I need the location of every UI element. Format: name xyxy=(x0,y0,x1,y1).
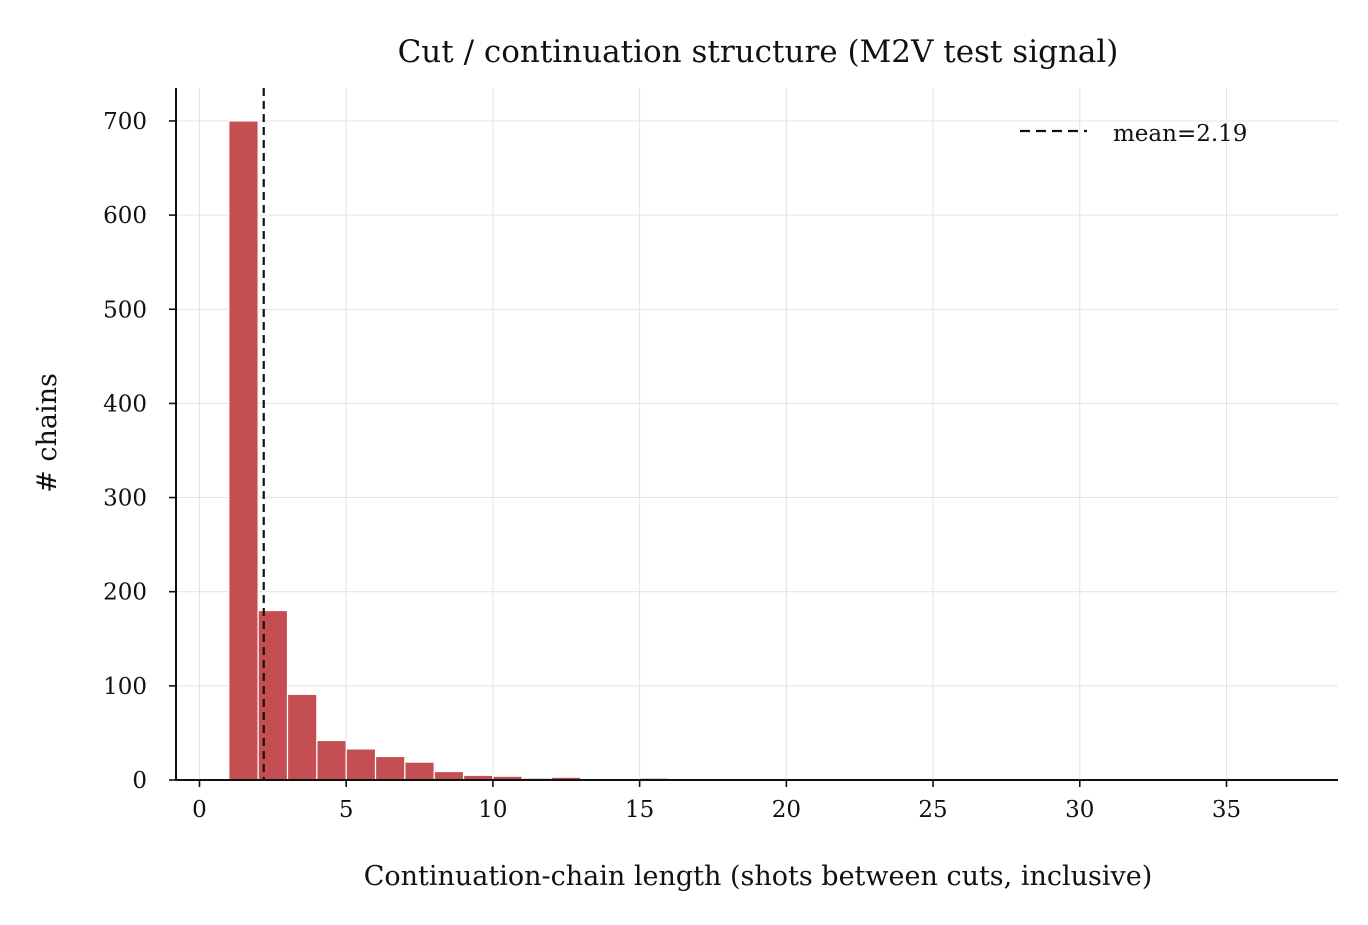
histogram-bar xyxy=(316,739,347,781)
y-tick-label: 700 xyxy=(103,109,147,135)
histogram-bar xyxy=(257,609,289,781)
y-tick-label: 0 xyxy=(132,768,147,794)
x-tick-label: 0 xyxy=(192,797,207,823)
x-tick-label: 10 xyxy=(478,797,507,823)
y-axis-label: # chains xyxy=(32,373,63,493)
y-tick-label: 600 xyxy=(103,203,147,229)
x-tick-label: 35 xyxy=(1212,797,1241,823)
y-tick-label: 400 xyxy=(103,391,147,417)
x-tick-label: 25 xyxy=(918,797,947,823)
legend-label: mean=2.19 xyxy=(1113,121,1247,147)
histogram-bar xyxy=(404,761,435,781)
chart-title: Cut / continuation structure (M2V test s… xyxy=(398,34,1119,70)
y-tick-label: 200 xyxy=(103,580,147,606)
x-tick-label: 5 xyxy=(339,797,354,823)
x-tick-label: 30 xyxy=(1065,797,1094,823)
x-tick-label: 15 xyxy=(625,797,654,823)
histogram-bar xyxy=(433,770,465,781)
y-tick-label: 300 xyxy=(103,486,147,512)
axes xyxy=(175,88,1338,781)
x-axis-label: Continuation-chain length (shots between… xyxy=(364,861,1153,892)
legend: mean=2.19 xyxy=(1020,121,1247,147)
histogram-bar xyxy=(228,120,259,781)
x-tick-label: 20 xyxy=(772,797,801,823)
histogram-bar xyxy=(345,748,377,781)
histogram-bars xyxy=(228,120,1316,781)
histogram-bar xyxy=(286,693,318,781)
y-tick-label: 100 xyxy=(103,674,147,700)
histogram-bar xyxy=(374,755,406,781)
tick-labels: 0 5 10 15 20 25 30 35 0 100 200 300 400 500 600 700 xyxy=(103,109,1241,823)
y-tick-label: 500 xyxy=(103,297,147,323)
grid-lines xyxy=(176,88,1338,781)
